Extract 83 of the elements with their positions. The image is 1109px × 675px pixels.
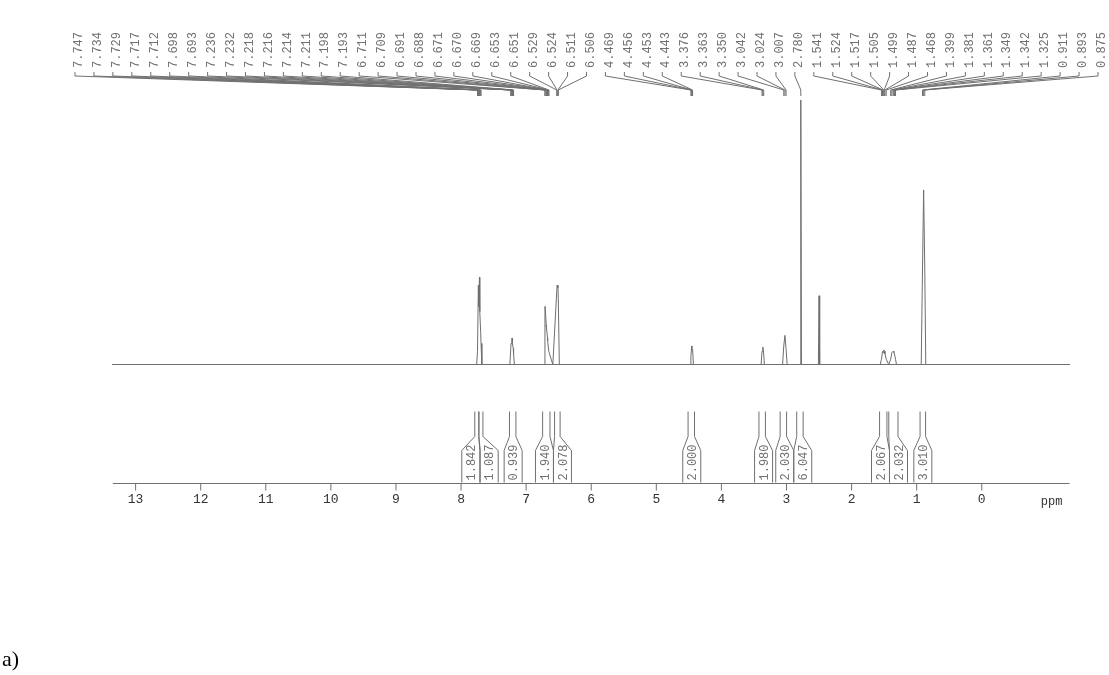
annotation: 1.517 bbox=[848, 31, 863, 68]
text: a) bbox=[2, 646, 20, 671]
annotation: 4.453 bbox=[640, 31, 655, 68]
annotation: 7.218 bbox=[242, 31, 257, 68]
annotation: 0.911 bbox=[1057, 31, 1072, 68]
x-tick-label: 7 bbox=[522, 491, 531, 507]
annotation: 7.216 bbox=[261, 31, 276, 68]
x-tick-label: 13 bbox=[127, 491, 144, 507]
annotation: 0.893 bbox=[1076, 31, 1091, 68]
annotation: 2.780 bbox=[792, 31, 807, 68]
text: 2.067 bbox=[874, 444, 889, 481]
annotation: 7.717 bbox=[129, 31, 144, 68]
annotation: 1.487 bbox=[905, 31, 920, 68]
text: 2.030 bbox=[778, 444, 793, 481]
annotation: 0.875 bbox=[1095, 31, 1109, 68]
annotation: 6.671 bbox=[432, 31, 447, 68]
annotation: 7.236 bbox=[204, 31, 219, 68]
text: 0.939 bbox=[507, 444, 522, 481]
annotation: 7.729 bbox=[110, 31, 125, 68]
annotation: 4.456 bbox=[621, 31, 636, 68]
annotation: 7.712 bbox=[147, 31, 162, 68]
annotation: 6.691 bbox=[394, 31, 409, 68]
text: 2.000 bbox=[685, 444, 700, 481]
annotation: 1.468 bbox=[924, 31, 939, 68]
annotation: 7.232 bbox=[223, 31, 238, 68]
text: 1.940 bbox=[538, 444, 553, 481]
text: 1.980 bbox=[757, 444, 772, 481]
x-tick-label: 0 bbox=[977, 491, 986, 507]
x-tick-label: 2 bbox=[847, 491, 856, 507]
x-tick-label: 11 bbox=[257, 491, 274, 507]
annotation: 6.529 bbox=[526, 31, 541, 68]
annotation: 6.670 bbox=[451, 31, 466, 68]
annotation: 6.524 bbox=[545, 31, 560, 68]
annotation: 1.349 bbox=[1000, 31, 1015, 68]
x-tick-label: 6 bbox=[587, 491, 596, 507]
annotation: 3.024 bbox=[754, 31, 769, 68]
x-tick-label: 1 bbox=[912, 491, 921, 507]
x-tick-label: 4 bbox=[717, 491, 726, 507]
annotation: 1.499 bbox=[886, 31, 901, 68]
x-tick-label: 5 bbox=[652, 491, 661, 507]
annotation: 1.505 bbox=[867, 31, 882, 68]
annotation: 1.541 bbox=[811, 31, 826, 68]
annotation: 7.698 bbox=[166, 31, 181, 68]
x-tick-label: 10 bbox=[323, 491, 339, 507]
text: 2.032 bbox=[892, 444, 907, 481]
annotation: 3.350 bbox=[716, 31, 731, 68]
text: 6.047 bbox=[796, 444, 811, 481]
annotation: 7.211 bbox=[299, 31, 314, 68]
x-tick-label: 9 bbox=[392, 491, 400, 507]
annotation: 1.524 bbox=[829, 31, 844, 68]
annotation: 6.511 bbox=[564, 31, 579, 68]
x-tick-label: 3 bbox=[782, 491, 791, 507]
annotation: 6.669 bbox=[470, 31, 485, 68]
text: 2.078 bbox=[556, 444, 571, 481]
x-tick-label: 8 bbox=[457, 491, 465, 507]
annotation: 1.381 bbox=[962, 31, 977, 68]
annotation: 6.653 bbox=[488, 31, 503, 68]
x-axis-title: ppm bbox=[1040, 494, 1063, 509]
annotation: 7.693 bbox=[185, 31, 200, 68]
text: 3.010 bbox=[917, 444, 932, 481]
annotation: 6.506 bbox=[583, 31, 598, 68]
annotation: 6.651 bbox=[507, 31, 522, 68]
annotation: 6.709 bbox=[375, 31, 390, 68]
annotation: 1.342 bbox=[1019, 31, 1034, 68]
annotation: 7.734 bbox=[91, 31, 106, 68]
annotation: 6.688 bbox=[413, 31, 428, 68]
annotation: 3.007 bbox=[773, 31, 788, 68]
annotation: 7.747 bbox=[72, 31, 87, 68]
annotation: 3.363 bbox=[697, 31, 712, 68]
annotation: 6.711 bbox=[356, 31, 371, 68]
x-tick-label: 12 bbox=[192, 491, 209, 507]
annotation: 1.399 bbox=[943, 31, 958, 68]
annotation: 4.469 bbox=[602, 31, 617, 68]
annotation: 1.361 bbox=[981, 31, 996, 68]
annotation: 4.443 bbox=[659, 31, 674, 68]
text: 1.087 bbox=[483, 444, 498, 481]
annotation: 7.198 bbox=[318, 31, 333, 68]
text: 1.842 bbox=[464, 444, 479, 481]
annotation: 7.214 bbox=[280, 31, 295, 68]
annotation: 7.193 bbox=[337, 31, 352, 68]
annotation: 3.376 bbox=[678, 31, 693, 68]
annotation: 1.325 bbox=[1038, 31, 1053, 68]
annotation: 3.042 bbox=[735, 31, 750, 68]
